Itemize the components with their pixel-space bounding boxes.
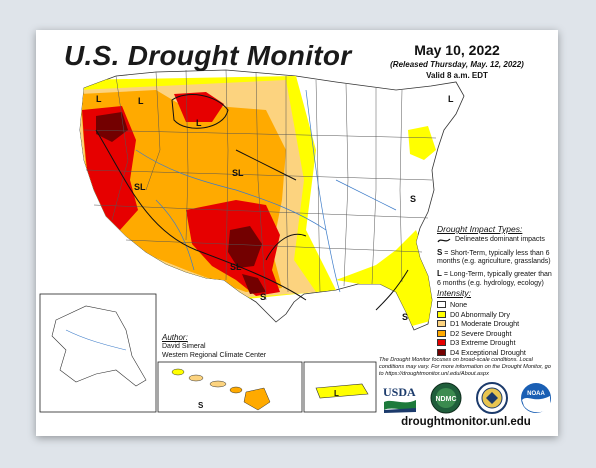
swatch-none: [437, 301, 446, 309]
valid-time: Valid 8 a.m. EDT: [426, 71, 488, 80]
impact-label-l-maine: L: [448, 94, 454, 104]
impact-line-icon: [437, 238, 451, 243]
svg-text:NOAA: NOAA: [527, 391, 545, 397]
intensity-legend: Intensity: None D0 Abnormally Dry D1 Mod…: [437, 288, 555, 357]
alaska-shape: [51, 305, 147, 387]
impact-label-l-northwest: L: [96, 94, 102, 104]
impact-label-s-carolina: S: [410, 194, 416, 204]
site-url[interactable]: droughtmonitor.unl.edu: [401, 416, 531, 428]
impact-label-s-hawaii: S: [198, 401, 204, 410]
legend-label: None: [450, 300, 468, 310]
partner-logos: USDA NDMC NOAA: [378, 382, 554, 416]
swatch-d4: [437, 348, 446, 356]
doc-seal-logo: [476, 382, 508, 414]
ndmc-logo: NDMC: [430, 382, 462, 414]
author-org: Western Regional Climate Center: [162, 351, 267, 359]
drought-map-sheet: L L L SL SL SL S S S L S L U.S. Dr: [36, 30, 558, 436]
legend-item-d0: D0 Abnormally Dry: [437, 310, 555, 320]
usda-logo: USDA: [383, 385, 416, 413]
legend-item-d3: D3 Extreme Drought: [437, 338, 555, 348]
impact-s-desc: = Short-Term, typically less than 6 mont…: [437, 249, 551, 265]
legend-label: D1 Moderate Drought: [450, 319, 520, 329]
impact-heading: Drought Impact Types:: [437, 224, 523, 234]
swatch-d3: [437, 339, 446, 347]
d4-area-newmexico: [228, 226, 262, 268]
swatch-d1: [437, 320, 446, 328]
hawaii-islands: [171, 368, 271, 411]
impact-types-legend: Drought Impact Types: Delineates dominan…: [437, 224, 555, 288]
impact-lines: [95, 94, 409, 311]
legend-item-d1: D1 Moderate Drought: [437, 319, 555, 329]
intensity-heading: Intensity:: [437, 288, 472, 298]
impact-label-l-idaho: L: [138, 96, 144, 106]
impact-label-sl-plains: SL: [232, 168, 244, 178]
d0-area-northeast: [408, 126, 436, 160]
legend-item-d2: D2 Severe Drought: [437, 329, 555, 339]
legend-label: D0 Abnormally Dry: [450, 309, 510, 319]
swatch-d2: [437, 329, 446, 337]
impact-l-desc: = Long-Term, typically greater than 6 mo…: [437, 271, 552, 287]
drought-map: L L L SL SL SL S S S L S L: [39, 69, 465, 413]
puerto-rico-shape: [315, 383, 369, 399]
swatch-d0: [437, 310, 446, 318]
impact-label-s-texas: S: [260, 292, 266, 302]
impact-label-l-puerto-rico: L: [334, 389, 339, 398]
date-block: May 10, 2022 (Released Thursday, May. 12…: [372, 42, 542, 80]
impact-l-key: L: [437, 269, 442, 279]
impact-line-desc: Delineates dominant impacts: [455, 236, 545, 244]
legend-label: D2 Severe Drought: [450, 328, 512, 338]
legend-item-none: None: [437, 300, 555, 310]
svg-text:NDMC: NDMC: [436, 396, 457, 403]
noaa-logo: NOAA: [521, 383, 551, 413]
impact-label-sl-west: SL: [134, 182, 146, 192]
legend-label: D3 Extreme Drought: [450, 338, 516, 348]
legend-label: D4 Exceptional Drought: [450, 347, 526, 357]
author-heading: Author:: [162, 333, 188, 342]
impact-label-s-florida: S: [402, 312, 408, 322]
d0-area-southeast: [336, 230, 434, 326]
map-date: May 10, 2022: [414, 42, 500, 58]
impact-s-key: S: [437, 247, 443, 257]
d4-area-oregon: [96, 112, 128, 142]
author-block: Author: David Simeral Western Regional C…: [162, 333, 266, 361]
map-title: U.S. Drought Monitor: [64, 40, 352, 71]
author-name: David Simeral: [162, 343, 206, 350]
svg-text:USDA: USDA: [383, 385, 416, 399]
impact-label-l-montana: L: [196, 118, 202, 128]
impact-label-sl-texas: SL: [230, 262, 242, 272]
disclaimer-text: The Drought Monitor focuses on broad-sca…: [379, 357, 551, 377]
rivers: [135, 89, 397, 293]
legend-item-d4: D4 Exceptional Drought: [437, 348, 555, 358]
d4-area-texas: [242, 274, 266, 294]
release-note: (Released Thursday, May. 12, 2022): [390, 60, 524, 69]
